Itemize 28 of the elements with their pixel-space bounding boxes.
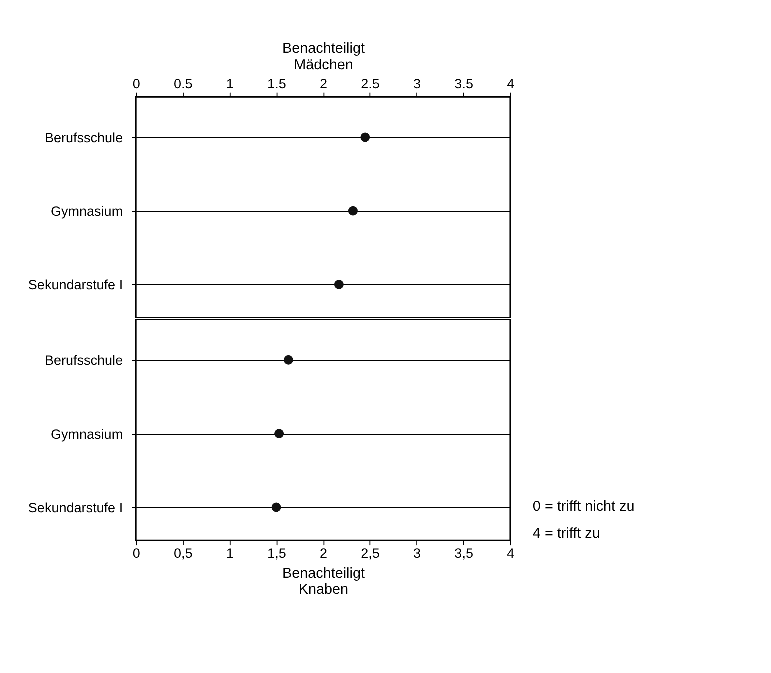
x-tick-label: 0,5 <box>174 546 193 562</box>
x-tick-label: 2 <box>320 546 328 562</box>
x-axis-title: Benachteiligt Mädchen <box>282 41 365 74</box>
x-tick-label: 1.5 <box>268 76 286 92</box>
y-tick-label: Berufsschule <box>44 353 124 368</box>
y-tick-label: Sekundarstufe I <box>28 278 124 293</box>
x-tick-label: 0 <box>132 76 140 92</box>
x-tick-label: 1 <box>226 76 234 92</box>
x-tick-label: 0 <box>132 546 140 562</box>
x-tick-label: 4 <box>507 546 516 562</box>
y-tick-label: Gymnasium <box>50 426 124 442</box>
y-tick-label: Sekundarstufe I <box>28 500 124 516</box>
x-tick-label: 3.5 <box>454 76 474 92</box>
text: 4 = trifft zu <box>532 526 600 542</box>
x-tick-label: 3,5 <box>454 546 474 562</box>
x-tick-label: 1,5 <box>268 546 286 562</box>
text: 0 = trifft nicht zu <box>532 498 635 515</box>
x-tick-label: 0.5 <box>174 76 193 92</box>
x-tick-label: 3 <box>414 546 422 562</box>
x-tick-label: 2 <box>320 76 328 92</box>
y-tick-label: Berufsschule <box>44 130 124 146</box>
y-tick-label: Gymnasium <box>50 204 124 220</box>
x-tick-label: 3 <box>414 76 422 92</box>
x-tick-label: 2,5 <box>361 546 380 562</box>
x-tick-label: 1 <box>226 546 234 562</box>
x-axis-title: Benachteiligt Knaben <box>282 566 365 598</box>
x-tick-label: 4 <box>507 76 516 92</box>
x-tick-label: 2.5 <box>361 76 380 92</box>
